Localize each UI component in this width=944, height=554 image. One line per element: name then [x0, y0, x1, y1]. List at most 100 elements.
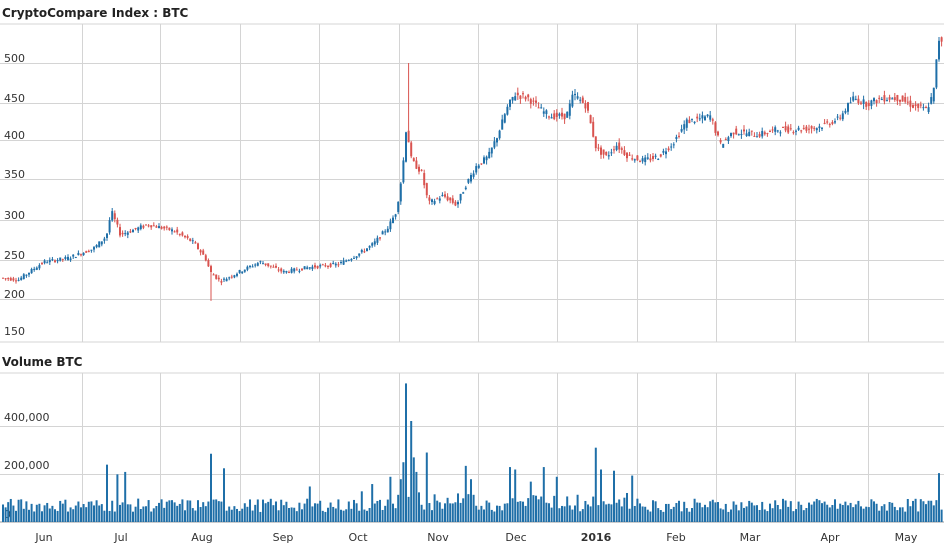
volume-bar — [506, 503, 509, 522]
volume-bar — [646, 509, 649, 522]
volume-bar — [516, 501, 519, 522]
candle-body — [576, 96, 579, 99]
volume-bar — [399, 479, 402, 522]
candle-body — [654, 155, 657, 157]
candle-body — [116, 219, 119, 225]
volume-bar — [246, 506, 249, 522]
volume-bar — [740, 502, 743, 522]
candle-body — [12, 278, 15, 281]
volume-bar — [444, 503, 446, 522]
volume-bar — [628, 508, 631, 522]
candle-body — [342, 260, 345, 265]
volume-bar — [763, 509, 766, 522]
volume-bar — [15, 510, 17, 522]
candle-body — [927, 107, 930, 112]
candle-body — [909, 100, 912, 107]
volume-bar — [672, 506, 675, 522]
volume-bar — [579, 511, 582, 522]
volume-bar — [613, 470, 615, 522]
volume-bar — [425, 452, 428, 522]
candle-body — [381, 231, 384, 235]
volume-bar — [571, 509, 574, 522]
volume-bar — [280, 499, 283, 522]
volume-bar — [129, 504, 132, 522]
volume-bar — [886, 510, 888, 522]
volume-bar — [501, 510, 504, 522]
candle-body — [678, 135, 680, 137]
volume-bar — [324, 511, 327, 522]
candle-body — [106, 233, 108, 238]
volume-bar — [540, 496, 543, 522]
volume-bar — [64, 499, 67, 522]
volume-bar — [293, 507, 296, 522]
candle-body — [332, 262, 335, 264]
candle-body — [802, 127, 805, 129]
volume-bar — [813, 501, 816, 522]
volume-bar — [787, 506, 790, 522]
candle-body — [834, 121, 836, 123]
volume-bar — [732, 501, 735, 522]
volume-bar — [334, 508, 337, 522]
candle-body — [431, 199, 433, 202]
candle-body — [306, 267, 309, 270]
volume-bar — [150, 511, 153, 522]
candle-body — [399, 183, 402, 202]
candle-body — [223, 278, 225, 280]
candle-body — [594, 136, 597, 149]
candle-body — [228, 277, 231, 279]
volume-bar — [256, 499, 259, 522]
volume-bar — [626, 492, 628, 522]
candle-body — [230, 276, 233, 278]
volume-bar — [186, 500, 189, 522]
volume-bar — [542, 467, 545, 522]
volume-bar — [152, 508, 155, 522]
candle-body — [537, 107, 540, 109]
candle-body — [256, 263, 259, 266]
volume-bar — [108, 510, 111, 522]
volume-bar — [202, 502, 205, 522]
volume-bar — [165, 501, 168, 522]
volume-bar — [95, 500, 98, 522]
volume-bar — [821, 503, 823, 522]
volume-bar — [696, 502, 699, 522]
candle-body — [922, 107, 925, 109]
volume-bar — [670, 509, 673, 522]
candle-body — [308, 267, 311, 269]
volume-bar — [548, 503, 550, 522]
volume-bar — [584, 500, 587, 522]
candle-body — [597, 147, 600, 149]
volume-bar — [756, 505, 758, 522]
volume-bar — [100, 504, 103, 522]
candle-body — [433, 200, 436, 204]
candle-body — [402, 160, 405, 183]
volume-bar — [87, 501, 90, 522]
volume-bar — [319, 500, 322, 522]
candle-body — [132, 229, 134, 233]
volume-bar — [789, 501, 792, 522]
candle-body — [680, 128, 683, 132]
candle-body — [652, 156, 654, 160]
candle-body — [836, 116, 839, 118]
candle-body — [532, 100, 535, 102]
candle-body — [67, 256, 69, 260]
candle-body — [828, 124, 831, 126]
volume-bar — [282, 505, 285, 522]
volume-bar — [402, 462, 405, 522]
volume-bar — [675, 503, 678, 522]
volume-bar — [340, 509, 342, 522]
candle-body — [815, 128, 818, 131]
candle-body — [293, 268, 296, 272]
candle-body — [675, 136, 678, 140]
volume-bar — [485, 500, 488, 522]
candle-body — [740, 134, 743, 136]
volume-bar — [644, 506, 647, 522]
candle-body — [501, 119, 504, 130]
candle-body — [129, 231, 132, 233]
volume-bar — [184, 510, 186, 522]
candle-body — [334, 263, 337, 266]
volume-bar — [217, 501, 220, 522]
volume-bar — [657, 508, 660, 522]
candle-body — [215, 274, 218, 279]
volume-bar — [841, 504, 844, 522]
volume-bar — [38, 503, 41, 522]
